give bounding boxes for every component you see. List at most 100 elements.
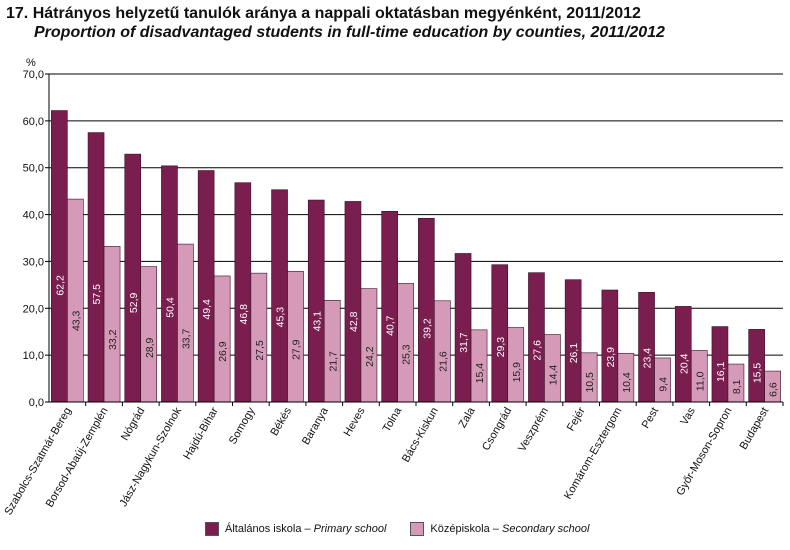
data-label-secondary: 26,9 xyxy=(217,341,229,362)
data-label-secondary: 21,7 xyxy=(327,351,339,372)
data-label-secondary: 9,4 xyxy=(658,377,670,392)
bar-secondary xyxy=(140,266,158,403)
bar-primary xyxy=(381,210,398,403)
bar-secondary xyxy=(360,288,378,403)
y-tick-label: 0,0 xyxy=(29,397,44,409)
bar-secondary xyxy=(177,243,194,403)
x-tick-label: Hajdú-Bihar xyxy=(181,405,221,462)
data-label-secondary: 6,6 xyxy=(768,382,780,397)
data-label-secondary: 15,4 xyxy=(474,363,486,384)
bar-secondary xyxy=(397,283,414,403)
bar-primary xyxy=(454,253,472,403)
data-label-secondary: 11,0 xyxy=(694,371,706,391)
data-label-primary: 23,9 xyxy=(605,347,617,368)
bar-primary xyxy=(234,182,252,403)
data-label-secondary: 33,7 xyxy=(180,328,192,349)
bar-secondary xyxy=(250,272,268,403)
data-label-primary: 16,1 xyxy=(715,361,727,382)
data-label-secondary: 10,5 xyxy=(584,372,596,393)
bar-primary xyxy=(124,153,142,403)
y-tick-label: 60,0 xyxy=(23,116,44,128)
x-tick-label: Budapest xyxy=(738,406,772,452)
data-label-primary: 29,3 xyxy=(495,337,507,358)
data-label-secondary: 27,5 xyxy=(254,340,266,361)
data-label-primary: 27,6 xyxy=(531,340,543,361)
data-label-secondary: 10,4 xyxy=(621,372,633,393)
x-tick-label: Vas xyxy=(678,405,698,427)
bar-primary xyxy=(197,170,215,403)
bar-secondary xyxy=(213,275,231,403)
data-label-primary: 50,4 xyxy=(164,297,176,318)
x-tick-label: Nógrád xyxy=(119,406,147,443)
data-label-secondary: 43,3 xyxy=(70,310,82,331)
data-label-secondary: 27,9 xyxy=(291,339,303,360)
bar-primary xyxy=(51,110,68,403)
x-tick-label: Tolna xyxy=(381,405,405,435)
data-label-primary: 20,4 xyxy=(678,353,690,374)
data-label-secondary: 24,2 xyxy=(364,346,376,367)
data-label-secondary: 15,9 xyxy=(511,362,523,383)
bar-primary xyxy=(161,165,178,403)
y-tick-label: 40,0 xyxy=(23,210,44,222)
data-label-primary: 43,1 xyxy=(311,311,323,332)
bar-primary xyxy=(491,264,509,403)
y-tick-label: 30,0 xyxy=(23,256,44,268)
legend-swatch-primary xyxy=(205,522,219,536)
data-label-primary: 46,8 xyxy=(238,304,250,325)
x-tick-label: Csongrád xyxy=(480,406,514,453)
chart-subtitle: Proportion of disadvantaged students in … xyxy=(34,24,665,41)
bar-secondary xyxy=(103,246,121,403)
x-tick-label: Heves xyxy=(342,405,368,438)
legend-label-secondary-en: Secondary school xyxy=(501,523,590,535)
bar-secondary xyxy=(67,198,84,403)
x-tick-label: Pest xyxy=(640,406,661,431)
data-label-primary: 52,9 xyxy=(128,292,140,313)
y-tick-label: 10,0 xyxy=(23,350,44,362)
y-tick-label: 70,0 xyxy=(23,69,44,81)
data-label-secondary: 28,9 xyxy=(144,337,156,358)
bar-primary xyxy=(638,292,655,403)
x-tick-label: Somogy xyxy=(227,405,258,446)
bar-primary xyxy=(564,279,582,403)
legend: Általános iskola – Primary school Középi… xyxy=(205,522,613,536)
bar-primary xyxy=(528,272,545,403)
bar-primary xyxy=(271,189,288,403)
data-label-primary: 15,5 xyxy=(752,363,764,384)
data-label-secondary: 14,4 xyxy=(547,365,559,386)
title-block: 17. Hátrányos helyzetű tanulók aránya a … xyxy=(6,4,665,42)
legend-label-secondary-hu: Középiskola xyxy=(430,523,490,535)
legend-label-primary-en: Primary school xyxy=(313,523,387,535)
legend-item-secondary: Középiskola – Secondary school xyxy=(410,522,589,536)
bar-primary xyxy=(344,201,362,403)
x-tick-label: Békés xyxy=(268,405,294,438)
bar-primary xyxy=(601,289,619,403)
x-tick-label: Fejér xyxy=(565,405,588,433)
data-label-primary: 45,3 xyxy=(275,307,287,328)
bar-primary xyxy=(87,132,105,403)
data-label-secondary: 25,3 xyxy=(401,344,413,365)
data-label-secondary: 8,1 xyxy=(731,379,743,394)
data-label-primary: 40,7 xyxy=(385,315,397,336)
bar-secondary xyxy=(287,270,304,403)
y-tick-label: 50,0 xyxy=(23,163,44,175)
bar-primary xyxy=(418,218,435,403)
x-tick-label: Zala xyxy=(457,405,479,430)
data-label-primary: 62,2 xyxy=(54,275,66,296)
legend-item-primary: Általános iskola – Primary school xyxy=(205,522,386,536)
legend-swatch-secondary xyxy=(410,522,425,536)
data-label-primary: 39,2 xyxy=(421,318,433,339)
x-tick-label: Bács-Kiskun xyxy=(400,406,441,465)
data-label-primary: 26,1 xyxy=(568,343,580,364)
data-label-primary: 31,7 xyxy=(458,332,470,353)
y-tick-label: 20,0 xyxy=(23,303,44,315)
data-label-secondary: 21,6 xyxy=(437,351,449,372)
x-tick-label: Veszprém xyxy=(516,406,551,454)
data-label-primary: 49,4 xyxy=(201,299,213,320)
legend-label-primary-hu: Általános iskola xyxy=(225,523,302,535)
x-tick-label: Szabolcs-Szatmár-Bereg xyxy=(2,406,74,518)
y-axis-label: % xyxy=(26,57,36,69)
data-label-primary: 57,5 xyxy=(91,284,103,305)
bar-primary xyxy=(307,199,325,403)
data-label-primary: 42,8 xyxy=(348,311,360,332)
